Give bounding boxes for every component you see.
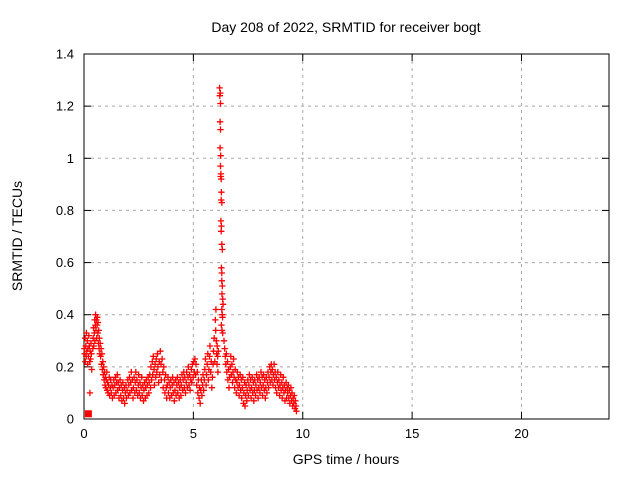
y-axis-label: SRMTID / TECUs (9, 181, 25, 291)
y-tick-label: 0.2 (56, 359, 74, 374)
square-marker (84, 410, 92, 418)
x-tick-label: 0 (80, 426, 87, 441)
x-tick-label: 5 (190, 426, 197, 441)
y-tick-label: 0.6 (56, 255, 74, 270)
y-tick-labels: 0 0.2 0.4 0.6 0.8 1 1.2 1.4 (56, 47, 74, 427)
data-points (81, 84, 300, 418)
y-tick-label: 0.4 (56, 307, 74, 322)
x-axis-label: GPS time / hours (293, 451, 400, 467)
scatter-points-path (81, 84, 300, 415)
plot-border (83, 53, 610, 420)
chart-title: Day 208 of 2022, SRMTID for receiver bog… (211, 19, 480, 35)
x-tick-label: 20 (514, 426, 528, 441)
y-tick-label: 1.2 (56, 99, 74, 114)
x-tick-labels: 0 5 10 15 20 (80, 426, 528, 441)
x-tick-label: 10 (296, 426, 310, 441)
y-tick-label: 1.4 (56, 47, 74, 62)
y-tick-label: 1 (67, 151, 74, 166)
y-tick-label: 0 (67, 412, 74, 427)
gridlines (84, 54, 609, 419)
axis-ticks (83, 53, 609, 420)
y-tick-label: 0.8 (56, 203, 74, 218)
x-tick-label: 15 (405, 426, 419, 441)
